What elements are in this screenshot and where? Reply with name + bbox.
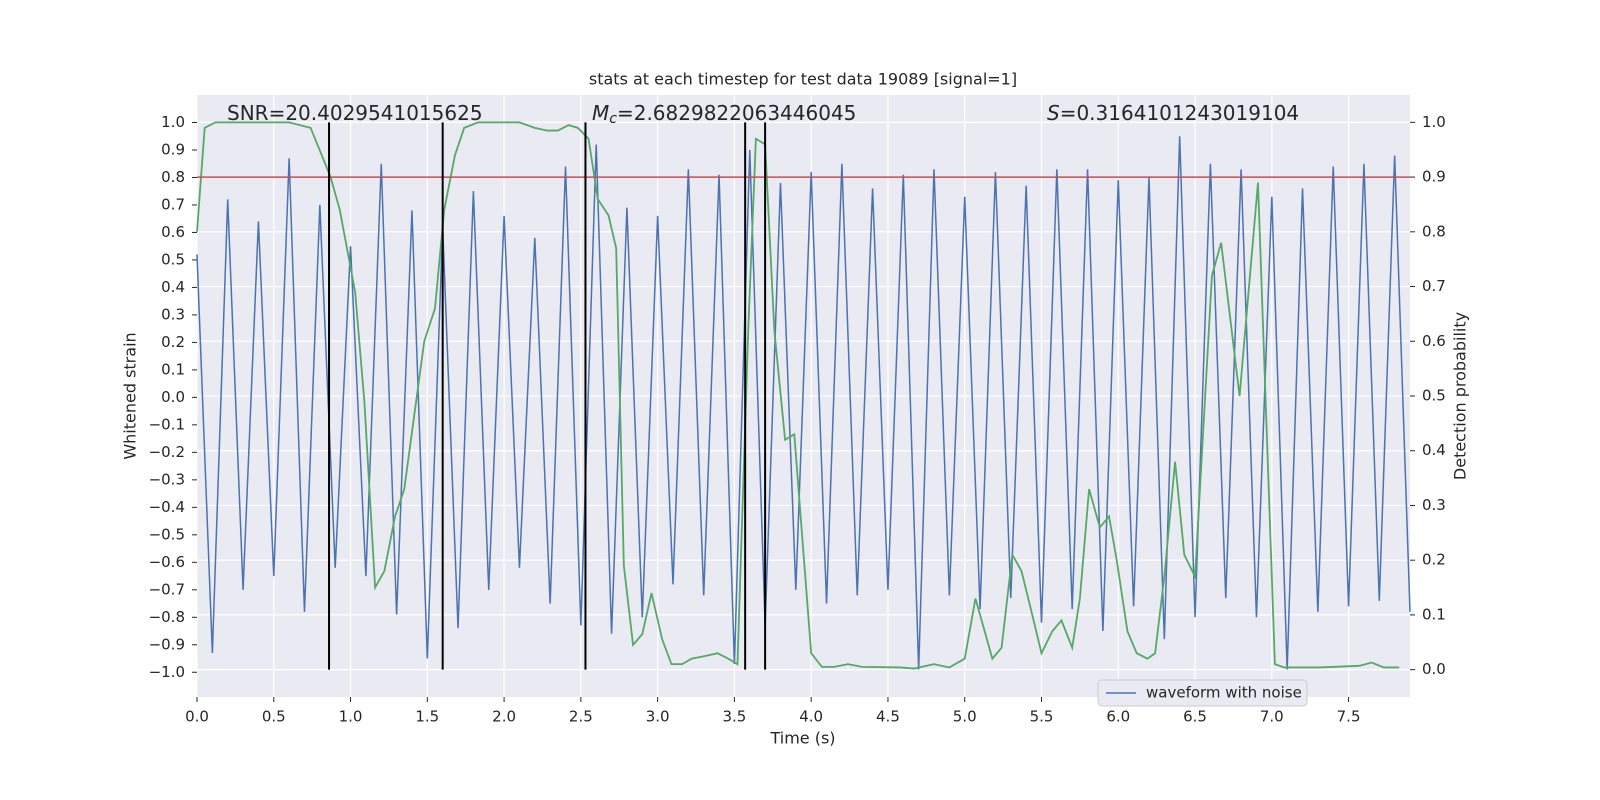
y-tick-label: −0.2 xyxy=(149,443,185,461)
y-tick-label: 0.3 xyxy=(161,305,185,323)
y2-tick-label: 0.0 xyxy=(1422,660,1446,678)
y2-axis-label: Detection probability xyxy=(1451,312,1470,480)
y2-tick-label: 0.6 xyxy=(1422,332,1446,350)
y2-tick-label: 0.4 xyxy=(1422,441,1446,459)
y-tick-label: −0.6 xyxy=(149,553,185,571)
y-tick-label: 0.0 xyxy=(161,388,185,406)
legend-label: waveform with noise xyxy=(1146,684,1302,702)
x-tick-label: 2.5 xyxy=(569,708,593,726)
annotation-text: =0.3164101243019104 xyxy=(1060,101,1299,125)
annotation-subscript: c xyxy=(609,111,617,127)
y-tick-label: −0.1 xyxy=(149,415,185,433)
annotation-text: =20.4029541015625 xyxy=(269,101,483,125)
y2-tick-label: 0.9 xyxy=(1422,168,1446,186)
x-tick-label: 4.0 xyxy=(799,708,823,726)
x-tick-label: 1.5 xyxy=(415,708,439,726)
y-axis-label: Whitened strain xyxy=(121,332,140,459)
y2-tick-label: 0.2 xyxy=(1422,551,1446,569)
x-axis-label: Time (s) xyxy=(769,729,835,748)
y-tick-label: −1.0 xyxy=(149,663,185,681)
x-tick-label: 0.0 xyxy=(185,708,209,726)
x-tick-label: 6.5 xyxy=(1183,708,1207,726)
y-tick-label: −0.8 xyxy=(149,608,185,626)
annotation-symbol: M xyxy=(592,101,609,125)
y-tick-label: −0.9 xyxy=(149,635,185,653)
annotation-symbol: SNR xyxy=(227,101,269,125)
y2-tick-label: 1.0 xyxy=(1422,113,1446,131)
x-tick-label: 2.0 xyxy=(492,708,516,726)
x-tick-label: 4.5 xyxy=(876,708,900,726)
y-tick-label: 0.6 xyxy=(161,223,185,241)
y2-tick-label: 0.3 xyxy=(1422,496,1446,514)
x-tick-label: 0.5 xyxy=(262,708,286,726)
x-tick-label: 1.0 xyxy=(339,708,363,726)
y-tick-label: −0.7 xyxy=(149,580,185,598)
y2-tick-label: 0.1 xyxy=(1422,605,1446,623)
x-tick-label: 6.0 xyxy=(1106,708,1130,726)
annotation: S=0.3164101243019104 xyxy=(1047,101,1299,125)
x-tick-label: 7.0 xyxy=(1260,708,1284,726)
annotation-symbol: S xyxy=(1047,101,1060,125)
series-line xyxy=(196,121,1400,670)
y-tick-label: 0.5 xyxy=(161,250,185,268)
x-tick-label: 5.5 xyxy=(1030,708,1054,726)
y2-tick-label: 0.5 xyxy=(1422,387,1446,405)
y-tick-label: 0.4 xyxy=(161,278,185,296)
annotation-text: =2.6829822063446045 xyxy=(617,101,856,125)
series-line xyxy=(196,136,1411,670)
y-tick-label: −0.4 xyxy=(149,498,185,516)
x-tick-label: 3.5 xyxy=(722,708,746,726)
chart-title: stats at each timestep for test data 190… xyxy=(589,70,1017,89)
x-tick-label: 3.0 xyxy=(646,708,670,726)
y-tick-label: −0.5 xyxy=(149,525,185,543)
y-tick-label: 0.7 xyxy=(161,195,185,213)
x-tick-label: 5.0 xyxy=(953,708,977,726)
x-tick-label: 7.5 xyxy=(1337,708,1361,726)
y-tick-label: −0.3 xyxy=(149,470,185,488)
y2-tick-label: 0.7 xyxy=(1422,277,1446,295)
y-tick-label: 0.1 xyxy=(161,360,185,378)
y-tick-label: 0.9 xyxy=(161,140,185,158)
y-tick-label: 0.8 xyxy=(161,168,185,186)
legend-box xyxy=(1097,679,1308,707)
y2-tick-label: 0.8 xyxy=(1422,222,1446,240)
annotation: Mc=2.6829822063446045 xyxy=(592,101,856,128)
annotation: SNR=20.4029541015625 xyxy=(227,101,483,125)
y-tick-label: 1.0 xyxy=(161,113,185,131)
y-tick-label: 0.2 xyxy=(161,333,185,351)
